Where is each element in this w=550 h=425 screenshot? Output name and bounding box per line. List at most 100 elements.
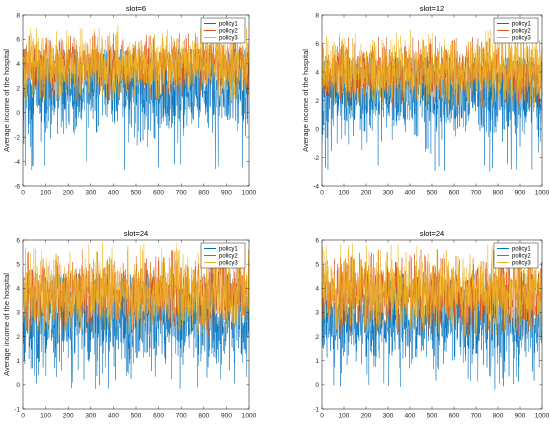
x-tick-label: 600 <box>449 413 460 420</box>
x-tick-label: 0 <box>320 190 324 197</box>
y-tick-label: 0 <box>315 382 319 389</box>
y-tick-label: 4 <box>16 286 20 293</box>
x-tick-label: 100 <box>40 190 51 197</box>
series-line-policy3 <box>322 29 542 108</box>
y-tick-label: -1 <box>313 406 319 413</box>
y-tick-label: 4 <box>315 286 319 293</box>
x-tick-label: 900 <box>221 413 232 420</box>
subplot-title: slot=24 <box>420 229 444 238</box>
y-tick-label: 6 <box>16 237 20 244</box>
y-tick-label: -6 <box>14 183 20 190</box>
x-tick-label: 800 <box>493 413 504 420</box>
x-tick-label: 900 <box>221 190 232 197</box>
x-tick-label: 300 <box>383 190 394 197</box>
subplot-1: 0 100 200 300 400 500 600 700 800 900 1000 -6 -4 -2 0 2… <box>2 4 257 197</box>
legend-label-policy1: policy1 <box>512 22 531 28</box>
y-tick-label: 3 <box>315 310 319 317</box>
series-line-policy3 <box>23 242 249 337</box>
y-tick-label: 5 <box>315 261 319 268</box>
x-tick-label: 400 <box>108 413 119 420</box>
x-tick-label: 500 <box>427 413 438 420</box>
series-group <box>23 24 249 171</box>
legend-label-policy3: policy3 <box>512 261 531 267</box>
x-tick-label: 1000 <box>242 413 257 420</box>
x-tick-label: 700 <box>176 413 187 420</box>
y-tick-label: 2 <box>315 98 319 105</box>
subplot-title: slot=6 <box>126 4 146 13</box>
x-tick-label: 1000 <box>535 413 550 420</box>
x-tick-label: 400 <box>108 190 119 197</box>
x-tick-label: 0 <box>320 413 324 420</box>
legend-label-policy3: policy3 <box>512 36 531 42</box>
y-tick-label: 8 <box>315 12 319 19</box>
x-tick-label: 100 <box>339 413 350 420</box>
x-tick-label: 500 <box>131 190 142 197</box>
x-tick-label: 800 <box>493 190 504 197</box>
x-tick-label: 200 <box>63 190 74 197</box>
y-tick-label: -4 <box>14 159 20 166</box>
x-tick-label: 0 <box>21 413 25 420</box>
y-tick-label: -2 <box>14 134 20 141</box>
x-tick-label: 1000 <box>242 190 257 197</box>
x-tick-label: 600 <box>449 190 460 197</box>
y-axis-label: Average income of the hospital <box>301 49 310 152</box>
y-tick-label: 0 <box>16 382 20 389</box>
x-tick-label: 500 <box>427 190 438 197</box>
subplot-2: 0 100 200 300 400 500 600 700 800 900 1000 -4 -2 0 2 4 6… <box>301 4 550 197</box>
x-tick-label: 200 <box>361 190 372 197</box>
y-tick-label: -1 <box>14 406 20 413</box>
y-tick-label: 1 <box>16 358 20 365</box>
x-tick-label: 800 <box>198 190 209 197</box>
x-tick-label: 600 <box>153 413 164 420</box>
x-tick-label: 400 <box>405 413 416 420</box>
x-tick-label: 800 <box>198 413 209 420</box>
subplot-title: slot=24 <box>124 229 148 238</box>
x-tick-label: 300 <box>85 413 96 420</box>
legend-label-policy2: policy2 <box>219 254 238 260</box>
x-tick-label: 400 <box>405 190 416 197</box>
y-tick-label: -2 <box>313 155 319 162</box>
x-tick-label: 500 <box>131 413 142 420</box>
y-tick-label: 6 <box>16 37 20 44</box>
x-tick-label: 700 <box>471 190 482 197</box>
legend-label-policy2: policy2 <box>219 29 238 35</box>
x-tick-label: 200 <box>63 413 74 420</box>
x-tick-label: 600 <box>153 190 164 197</box>
y-tick-label: 8 <box>16 12 20 19</box>
x-tick-label: 100 <box>40 413 51 420</box>
x-tick-label: 900 <box>515 413 526 420</box>
series-group <box>23 242 249 389</box>
y-tick-label: 1 <box>315 358 319 365</box>
y-tick-label: 4 <box>16 61 20 68</box>
y-tick-label: 6 <box>315 237 319 244</box>
y-tick-label: -4 <box>313 183 319 190</box>
legend-label-policy3: policy3 <box>219 261 238 267</box>
x-tick-label: 100 <box>339 190 350 197</box>
y-tick-label: 2 <box>16 86 20 93</box>
y-tick-label: 4 <box>315 69 319 76</box>
subplot-4: 0 100 200 300 400 500 600 700 800 900 1000-1012345… <box>313 229 549 420</box>
y-tick-label: 0 <box>315 126 319 133</box>
legend-label-policy3: policy3 <box>219 36 238 42</box>
subplot-title: slot=12 <box>420 4 444 13</box>
legend-label-policy1: policy1 <box>512 247 531 253</box>
x-tick-label: 0 <box>21 190 25 197</box>
legend-label-policy1: policy1 <box>219 247 238 253</box>
x-tick-label: 300 <box>85 190 96 197</box>
series-line-policy3 <box>23 24 249 101</box>
y-tick-label: 2 <box>16 334 20 341</box>
series-group <box>322 243 542 390</box>
y-tick-label: 6 <box>315 41 319 48</box>
y-tick-label: 5 <box>16 261 20 268</box>
x-tick-label: 700 <box>471 413 482 420</box>
y-tick-label: 3 <box>16 310 20 317</box>
legend-label-policy1: policy1 <box>219 22 238 28</box>
series-line-policy3 <box>322 243 542 337</box>
x-tick-label: 700 <box>176 190 187 197</box>
y-axis-label: Average income of the hospital <box>2 49 11 152</box>
